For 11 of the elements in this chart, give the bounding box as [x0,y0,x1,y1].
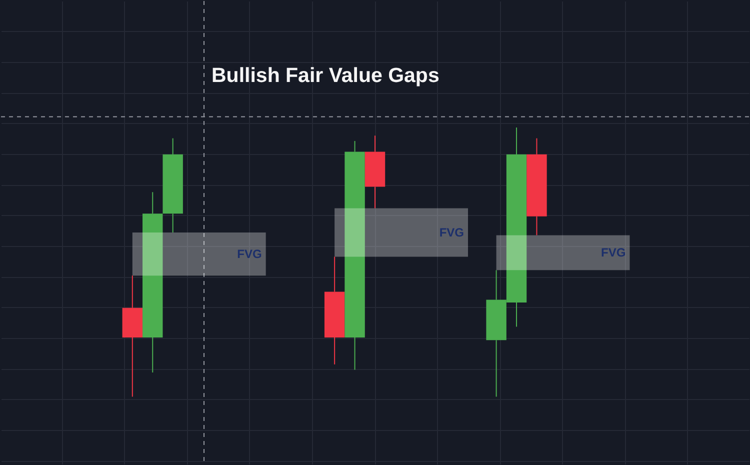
candlestick [162,138,183,233]
chart-title: Bullish Fair Value Gaps [212,64,440,87]
candlestick [344,140,365,370]
candlestick [526,138,547,236]
candlestick [364,135,386,209]
band-label: FVG [237,247,262,262]
candlestick [122,275,143,398]
candlestick [142,192,163,373]
band-label: FVG [439,226,464,240]
candlestick [324,256,345,365]
band-label: FVG [601,246,626,260]
